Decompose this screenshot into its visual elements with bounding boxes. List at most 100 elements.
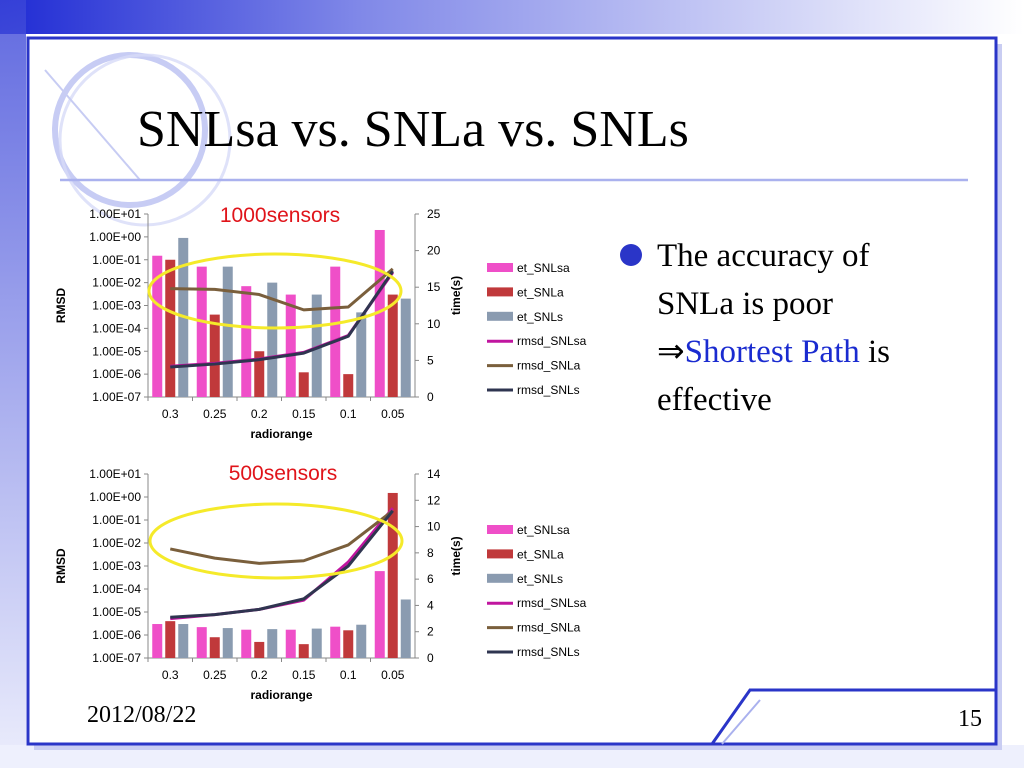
y-tick-label: 1.00E-02 <box>92 276 141 290</box>
legend-label-et_SNLs: et_SNLs <box>517 572 563 586</box>
bullet-line-1: The accuracy of <box>657 238 870 274</box>
legend-label-rmsd_SNLs: rmsd_SNLs <box>517 383 580 397</box>
bar-et_SNLsa <box>285 294 296 397</box>
x-tick-label: 0.3 <box>162 407 179 421</box>
bar-et_SNLa <box>165 259 176 397</box>
y-axis-title: RMSD <box>54 288 68 324</box>
deco-circle-2 <box>58 53 232 227</box>
bar-et_SNLa <box>209 637 220 658</box>
legend-label-et_SNLsa: et_SNLsa <box>517 523 570 537</box>
bar-et_SNLsa <box>241 629 252 658</box>
legend-swatch-et_SNLa <box>487 287 513 297</box>
y-tick-label: 1.00E-06 <box>92 367 141 381</box>
page-number: 15 <box>958 706 982 732</box>
y2-tick-label: 10 <box>427 520 441 534</box>
y2-tick-label: 0 <box>427 390 434 404</box>
bottom-band <box>0 745 1024 768</box>
bar-et_SNLa <box>165 621 176 658</box>
x-tick-label: 0.05 <box>381 407 405 421</box>
bar-et_SNLsa <box>152 255 163 397</box>
bar-et_SNLs <box>267 629 278 658</box>
x-tick-label: 0.05 <box>381 668 405 682</box>
x-tick-label: 0.2 <box>251 407 268 421</box>
bar-et_SNLs <box>400 599 411 658</box>
line-rmsd_SNLa <box>170 267 394 312</box>
y2-tick-label: 25 <box>427 207 441 221</box>
bullet-line-4: effective <box>657 382 772 418</box>
legend-swatch-et_SNLsa <box>487 525 513 534</box>
legend-swatch-et_SNLs <box>487 573 513 583</box>
bullet-dot-icon <box>620 244 642 266</box>
slide-title: SNLsa vs. SNLa vs. SNLs <box>137 101 689 158</box>
y-tick-label: 1.00E-07 <box>92 651 141 665</box>
y-tick-label: 1.00E-01 <box>92 513 141 527</box>
y2-tick-label: 20 <box>427 244 441 258</box>
bar-et_SNLa <box>343 374 354 397</box>
y2-axis-title: time(s) <box>449 536 463 575</box>
bar-et_SNLsa <box>241 286 252 397</box>
bar-et_SNLa <box>298 644 309 658</box>
x-tick-label: 0.2 <box>251 668 268 682</box>
y-tick-label: 1.00E-01 <box>92 253 141 267</box>
bullet-point: The accuracy of SNLa is poor ⇒Shortest P… <box>620 232 950 424</box>
x-tick-label: 0.15 <box>292 668 316 682</box>
y2-tick-label: 12 <box>427 493 441 507</box>
chart-title: 500sensors <box>229 462 338 485</box>
y-tick-label: 1.00E-05 <box>92 344 141 358</box>
bar-et_SNLa <box>254 351 265 397</box>
y2-tick-label: 8 <box>427 546 434 560</box>
bar-et_SNLa <box>343 630 354 658</box>
y-axis-title: RMSD <box>54 548 68 584</box>
bar-et_SNLs <box>178 624 189 658</box>
y-tick-label: 1.00E+00 <box>89 490 141 504</box>
bar-et_SNLa <box>254 641 265 658</box>
bar-et_SNLa <box>298 372 309 397</box>
bar-et_SNLsa <box>374 571 385 658</box>
bar-et_SNLsa <box>196 627 207 658</box>
bullet-line-2: SNLa is poor <box>657 286 833 322</box>
legend-label-et_SNLs: et_SNLs <box>517 310 563 324</box>
bar-et_SNLa <box>209 314 220 397</box>
y2-axis-title: time(s) <box>449 276 463 315</box>
bar-et_SNLsa <box>152 624 163 658</box>
legend-swatch-et_SNLs <box>487 311 513 321</box>
line-rmsd_SNLs <box>170 509 394 619</box>
highlight-ellipse <box>147 252 403 330</box>
footer-date: 2012/08/22 <box>87 702 197 728</box>
y-tick-label: 1.00E-05 <box>92 605 141 619</box>
y2-tick-label: 4 <box>427 598 434 612</box>
y2-tick-label: 14 <box>427 467 441 481</box>
y-tick-label: 1.00E-04 <box>92 582 141 596</box>
x-tick-label: 0.3 <box>162 668 179 682</box>
legend-swatch-et_SNLsa <box>487 263 513 272</box>
legend-label-et_SNLa: et_SNLa <box>517 547 564 561</box>
y-tick-label: 1.00E-04 <box>92 321 141 335</box>
bar-et_SNLs <box>400 298 411 397</box>
y-tick-label: 1.00E+00 <box>89 230 141 244</box>
x-axis-title: radiorange <box>250 427 312 441</box>
legend-label-rmsd_SNLsa: rmsd_SNLsa <box>517 334 587 348</box>
y-tick-label: 1.00E-03 <box>92 299 141 313</box>
corner-tab <box>709 688 998 746</box>
bar-et_SNLa <box>387 492 398 658</box>
y2-tick-label: 2 <box>427 625 434 639</box>
bar-et_SNLs <box>356 312 367 397</box>
y2-tick-label: 10 <box>427 317 441 331</box>
bar-et_SNLsa <box>196 266 207 397</box>
y-tick-label: 1.00E-03 <box>92 559 141 573</box>
y2-tick-label: 0 <box>427 651 434 665</box>
bar-et_SNLa <box>387 294 398 397</box>
bullet-line-3-tail: is <box>859 334 891 370</box>
x-tick-label: 0.15 <box>292 407 316 421</box>
line-rmsd_SNLs <box>170 270 394 369</box>
line-rmsd_SNLa <box>169 509 394 565</box>
bar-et_SNLsa <box>330 626 341 658</box>
bar-et_SNLsa <box>330 266 341 397</box>
x-axis-title: radiorange <box>250 688 312 702</box>
x-tick-label: 0.1 <box>340 407 357 421</box>
x-tick-label: 0.25 <box>203 407 227 421</box>
bullet-line-3: ⇒Shortest Path is <box>657 328 950 376</box>
bar-et_SNLs <box>311 294 322 397</box>
